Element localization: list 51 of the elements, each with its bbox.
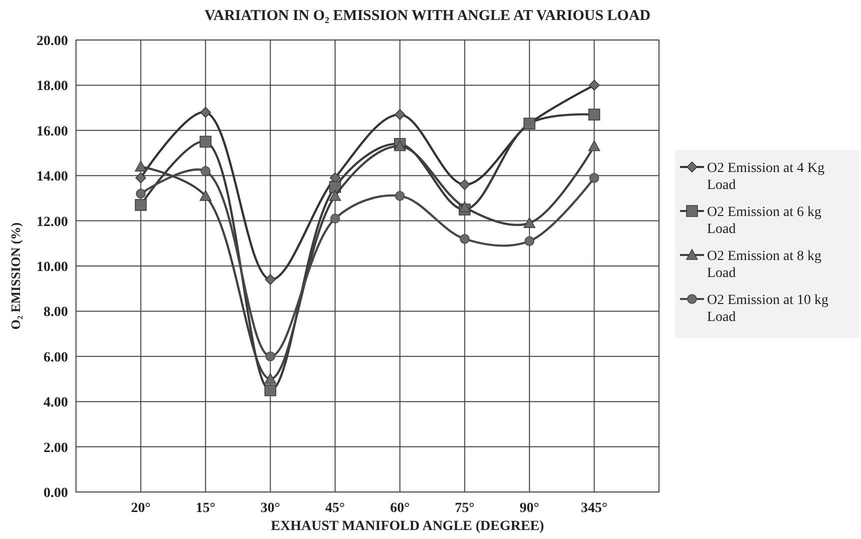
y-tick-label: 0.00 [44,486,68,501]
legend-label: O2 Emission at 4 Kg Load [707,161,824,193]
point [134,160,147,172]
x-tick-label: 345° [580,501,608,516]
legend-label: O2 Emission at 6 kg Load [707,205,822,237]
point [264,373,276,384]
y-tick-label: 18.00 [36,79,68,94]
point [200,166,210,176]
y-tick-label: 14.00 [36,170,68,185]
point [264,274,276,285]
point [394,109,406,120]
x-tick-label: 90° [520,501,540,516]
point [264,384,276,396]
point [394,191,405,201]
point [136,188,146,199]
point [135,172,146,184]
point [200,106,211,118]
x-tick-label: 30° [260,501,280,516]
y-tick-label: 20.00 [36,34,68,49]
y-tick-label: 16.00 [36,124,68,140]
point [329,190,342,201]
point [200,190,212,201]
point [524,217,536,228]
x-tick-label: 20° [130,501,151,516]
point [460,234,470,244]
y-tick-label: 2.00 [44,440,68,456]
legend-label: O2 Emission at 8 kg Load [707,249,822,281]
legend-label: O2 Emission at 10 kg Load [707,293,828,325]
point [588,140,600,152]
x-axis-title: EXHAUST MANIFOLD ANGLE (DEGREE) [270,519,544,534]
point [200,136,212,148]
y-tick-label: 4.00 [44,396,68,411]
point [588,80,600,91]
y-tick-label: 10.00 [36,260,68,275]
x-tick-label: 60° [390,501,410,516]
point [589,172,600,183]
x-tick-label: 45° [325,501,345,516]
x-tick-label: 15° [196,501,216,516]
point [458,201,471,212]
y-axis-title: O₂ EMISSION (%) [8,222,23,330]
y-tick-label: 8.00 [44,305,68,320]
chart-title: VARIATION IN O₂ EMISSION WITH ANGLE AT VARIOUS LOAD [204,8,651,24]
point [265,352,276,362]
point [588,108,600,120]
point [459,179,470,190]
point [134,199,147,211]
y-tick-label: 12.00 [36,214,68,230]
point [524,236,534,246]
x-tick-label: 75° [454,501,474,516]
point [330,214,340,224]
y-tick-label: 6.00 [44,350,68,366]
